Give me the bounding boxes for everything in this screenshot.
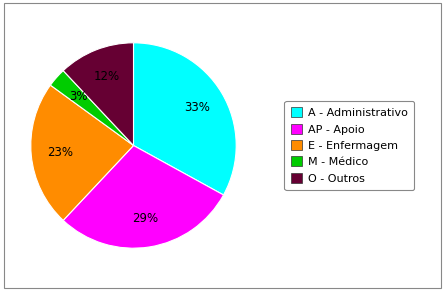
Text: 33%: 33% [184,101,210,114]
Text: 23%: 23% [47,146,73,159]
Text: 29%: 29% [132,212,158,225]
Wedge shape [31,85,134,220]
Wedge shape [63,43,134,146]
Wedge shape [63,146,223,248]
Text: 3%: 3% [69,90,87,103]
Legend: A - Administrativo, AP - Apoio, E - Enfermagem, M - Médico, O - Outros: A - Administrativo, AP - Apoio, E - Enfe… [284,101,414,190]
Wedge shape [134,43,236,195]
Wedge shape [50,71,134,146]
Text: 12%: 12% [93,70,119,83]
